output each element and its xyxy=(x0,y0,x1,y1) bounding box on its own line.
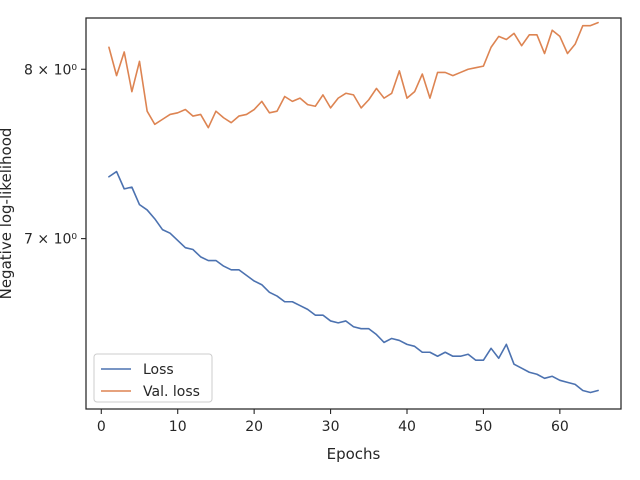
y-axis-label: Negative log-likelihood xyxy=(0,128,15,300)
legend: Loss Val. loss xyxy=(93,353,213,403)
x-axis-label: Epochs xyxy=(327,445,381,463)
x-axis: 0 10 20 30 40 50 60 xyxy=(97,409,569,435)
legend-label-val-loss: Val. loss xyxy=(143,384,200,400)
x-tick-label: 10 xyxy=(169,419,187,435)
x-tick-label: 20 xyxy=(245,419,263,435)
series-line-loss xyxy=(108,170,599,394)
x-tick-label: 40 xyxy=(398,419,416,435)
series-line-val-loss xyxy=(108,21,599,129)
x-tick-label: 50 xyxy=(475,419,493,435)
legend-box xyxy=(93,353,213,403)
y-tick-label: 8 × 10⁰ xyxy=(24,62,77,78)
x-tick-label: 0 xyxy=(97,419,106,435)
plot-frame xyxy=(85,17,622,410)
legend-label-loss: Loss xyxy=(143,362,174,378)
x-tick-label: 60 xyxy=(551,419,569,435)
y-tick-label: 7 × 10⁰ xyxy=(24,232,77,248)
x-tick-label: 30 xyxy=(322,419,340,435)
y-axis: 7 × 10⁰ 8 × 10⁰ xyxy=(24,62,86,248)
series-layer xyxy=(108,21,599,394)
